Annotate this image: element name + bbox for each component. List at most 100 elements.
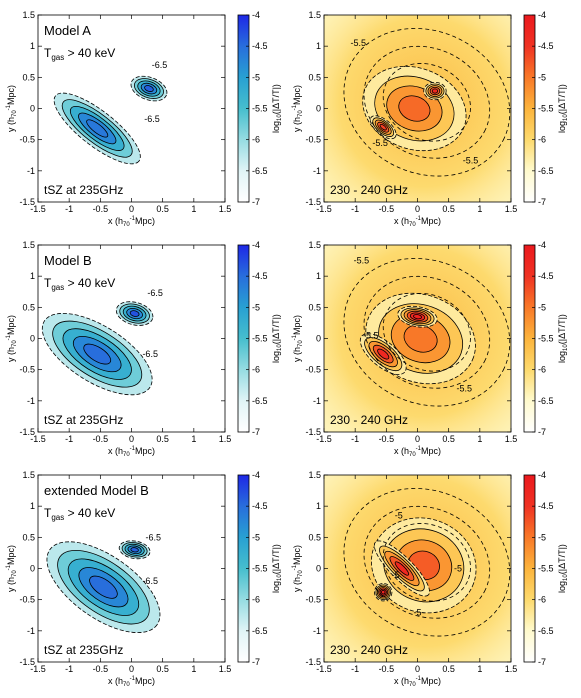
y-axis-label: y (h70-1Mpc) [6, 545, 18, 592]
panel-footer: 230 - 240 GHz [330, 183, 408, 197]
contour-label: -5 [395, 511, 403, 521]
y-tick-label: -1 [27, 626, 35, 636]
y-axis-label: y (h70-1Mpc) [6, 315, 18, 362]
panel-footer: 230 - 240 GHz [330, 643, 408, 657]
colorbar-tick-label: -6 [252, 365, 260, 375]
colorbar-tick-label: -6 [538, 365, 546, 375]
y-tick-label: 1 [30, 271, 35, 281]
y-tick-label: 0 [316, 334, 321, 344]
contour-line [86, 119, 109, 138]
y-tick-label: -1 [313, 626, 321, 636]
y-tick-label: -1.5 [305, 657, 321, 667]
emission-blob-2 [118, 540, 151, 560]
contour-line [400, 307, 435, 326]
x-tick-label: 1.5 [505, 204, 518, 214]
contour-label: -6.5 [142, 576, 158, 586]
colorbar-tick-label: -6.5 [252, 396, 268, 406]
x-tick-label: 1.5 [505, 434, 518, 444]
x-tick-label: 0 [129, 664, 134, 674]
colorbar-tick-label: -6 [252, 595, 260, 605]
emission-blob-3 [359, 333, 407, 375]
level-fill [381, 590, 386, 594]
x-tick-label: -1.5 [316, 434, 332, 444]
contour-line [371, 517, 477, 614]
colorbar-tick-label: -4.5 [252, 41, 268, 51]
colorbar-tick-label: -5.5 [252, 334, 268, 344]
level-fill [398, 95, 431, 122]
outer-contour-1 [343, 488, 511, 637]
colorbar-tick-label: -4.5 [538, 271, 554, 281]
contour-line [398, 95, 431, 122]
contour-line [373, 540, 430, 597]
colorbar-tick-label: -5.5 [252, 564, 268, 574]
map-layer [324, 475, 511, 662]
x-tick-label: 0.5 [156, 204, 169, 214]
x-axis-label: x (h70-1Mpc) [394, 446, 441, 458]
x-tick-label: 1 [191, 664, 196, 674]
contour-line [41, 312, 153, 396]
x-axis-label: x (h70-1Mpc) [394, 216, 441, 228]
contour-line [365, 292, 476, 385]
contour-line [359, 333, 407, 375]
map-layer [41, 301, 154, 396]
emission-blob-2 [373, 540, 430, 597]
colorbar-tick-label: -6.5 [538, 626, 554, 636]
y-tick-label: 0 [30, 104, 35, 114]
emission-blob-1 [53, 92, 141, 165]
contour-line [386, 85, 443, 132]
y-tick-label: 1 [316, 41, 321, 51]
colorbar-tick-label: -6.5 [252, 626, 268, 636]
level-fill [380, 124, 387, 131]
contour-line [78, 567, 129, 608]
contour-line [362, 65, 467, 152]
y-tick-label: -1 [27, 396, 35, 406]
x-tick-label: -0.5 [93, 204, 109, 214]
x-tick-label: 1 [477, 664, 482, 674]
colorbar-tick-label: -4 [538, 10, 546, 20]
contour-label: -6.5 [147, 288, 163, 298]
x-tick-label: 1 [191, 434, 196, 444]
outer-contour-2 [363, 45, 491, 159]
contour-line [431, 88, 439, 94]
x-tick-label: -1.5 [316, 204, 332, 214]
map-layer [53, 75, 168, 165]
panel-ext-band: -5 -5 -5 -5 -1.5-1.5 -1 -1 -0.5 -0.5 0 0 0.5 0.5 1 1 1.… [292, 470, 569, 688]
x-tick-label: 0 [415, 434, 420, 444]
contour-label: -5.5 [363, 331, 379, 341]
contour-line [379, 588, 387, 596]
y-tick-label: 0.5 [308, 72, 321, 82]
colorbar-tick-label: -6.5 [252, 166, 268, 176]
x-tick-label: 0.5 [156, 434, 169, 444]
panel-title: Model A [44, 23, 91, 38]
y-tick-label: -0.5 [305, 595, 321, 605]
contour-line [403, 309, 432, 325]
contour-line [394, 561, 410, 576]
y-tick-label: 0 [30, 564, 35, 574]
colorbar-tick-label: -5.5 [538, 104, 554, 114]
panel-subtitle: Tgas > 40 keV [44, 506, 115, 522]
contour-line [429, 86, 441, 96]
x-tick-label: -1 [351, 204, 359, 214]
panel-ext-tsz: -6.5 -6.5 -1.5-1.5 -1 -1 -0.5 -0.5 0 0 0.5 0.5 1 1 1.… [6, 470, 283, 688]
contour-line [377, 348, 390, 360]
colorbar-tick-label: -4 [538, 240, 546, 250]
x-tick-label: 1.5 [219, 434, 232, 444]
panel-a-tsz: -6.5 -6.5 -1.5-1.5 -1 -1 -0.5 -0.5 0 0 0.5 0.5 1 1 1.… [6, 10, 283, 228]
colorbar-tick-label: -6 [252, 135, 260, 145]
colorbar-tick-label: -7 [252, 427, 260, 437]
contour-label: -5 [392, 570, 400, 580]
emission-blob-2 [423, 81, 447, 101]
map-layer [324, 15, 511, 202]
contour-line [374, 75, 455, 142]
y-tick-label: 0 [30, 334, 35, 344]
x-tick-label: -1 [65, 664, 73, 674]
contour-line [423, 81, 447, 101]
contour-line [397, 305, 438, 328]
contour-label: -5.5 [354, 256, 370, 266]
colorbar-tick-label: -7 [538, 427, 546, 437]
level-fill [144, 85, 154, 92]
x-tick-label: 0 [415, 204, 420, 214]
outer-contour-1 [343, 28, 511, 177]
y-tick-label: 0.5 [22, 532, 35, 542]
contour-line [144, 85, 154, 92]
